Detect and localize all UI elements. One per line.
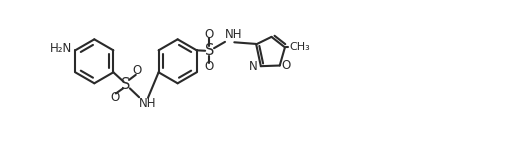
Text: O: O xyxy=(281,59,290,72)
Text: O: O xyxy=(204,60,214,73)
Text: O: O xyxy=(204,28,214,41)
Text: S: S xyxy=(204,43,214,58)
Text: H₂N: H₂N xyxy=(49,42,72,55)
Text: O: O xyxy=(110,91,120,104)
Text: O: O xyxy=(132,64,141,77)
Text: S: S xyxy=(121,77,130,92)
Text: N: N xyxy=(248,60,258,73)
Text: CH₃: CH₃ xyxy=(289,42,309,52)
Text: NH: NH xyxy=(139,97,156,110)
Text: NH: NH xyxy=(224,28,242,41)
